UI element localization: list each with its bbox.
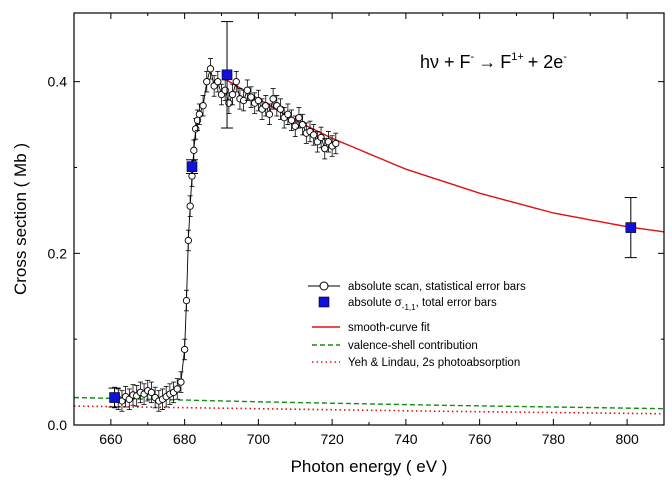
plot-frame (73, 12, 665, 426)
legend-label-absolute: absolute σ-1,1, total error bars (348, 297, 497, 312)
scan-point (310, 131, 318, 139)
scan-point (195, 110, 204, 118)
scan-point (276, 105, 285, 113)
scan-point (284, 110, 292, 118)
scan-layer (110, 58, 340, 412)
annotation-sup2: 1+ (511, 51, 524, 63)
scan-point (247, 93, 255, 101)
scan-point (269, 95, 277, 103)
legend-item-fit: smooth-curve fit (312, 322, 431, 334)
legend-marker-square (318, 296, 330, 308)
legend: absolute scan, statistical error bars ab… (308, 281, 526, 369)
scan-point (203, 78, 211, 86)
x-tick-label: 660 (99, 431, 123, 447)
x-tick-label: 800 (615, 431, 639, 447)
y-tick-label: 0.0 (48, 417, 68, 433)
scan-point (243, 86, 251, 94)
x-tick-label: 720 (320, 431, 344, 447)
x-tick-label: 680 (173, 431, 197, 447)
y-tick-label: 0.4 (48, 74, 68, 90)
legend-label-absolute-sub: -1,1 (402, 303, 416, 312)
scan-point (180, 345, 189, 354)
scan-point (177, 378, 185, 386)
legend-item-valence: valence-shell contribution (312, 340, 478, 352)
scan-point (321, 144, 329, 153)
squares-layer (108, 21, 637, 408)
scan-point (287, 116, 296, 124)
scan-point (184, 236, 192, 245)
annotation-sup1: - (471, 51, 475, 63)
scan-point (298, 120, 307, 129)
scan-point (190, 146, 198, 154)
absolute-point (221, 69, 233, 81)
annotation-mid: F (500, 52, 511, 72)
scan-point (206, 65, 215, 73)
legend-label-absolute-rest: , total error bars (416, 297, 497, 309)
scan-point (254, 96, 263, 105)
x-tick-label: 700 (247, 431, 271, 447)
scan-point (182, 296, 191, 305)
scan-point (265, 110, 274, 118)
scan-point (186, 202, 194, 210)
legend-item-absolute: absolute σ-1,1, total error bars (318, 296, 497, 312)
reaction-annotation: hν + F- → F1+ + 2e- (420, 51, 567, 72)
x-tick-label: 740 (394, 431, 418, 447)
scan-point (291, 122, 299, 130)
scan-point (262, 102, 270, 110)
legend-label-yeh: Yeh & Lindau, 2s photoabsorption (348, 357, 520, 369)
annotation-sup3: - (563, 51, 567, 63)
smooth-curve-fit-line (224, 78, 665, 233)
legend-label-scan: absolute scan, statistical error bars (348, 281, 526, 293)
annotation-lead: hν + F (420, 52, 471, 72)
scan-point (332, 139, 340, 148)
annotation-arrow: → (478, 52, 496, 72)
annotation-tail: + 2e (528, 52, 564, 72)
legend-item-scan: absolute scan, statistical error bars (308, 281, 526, 293)
absolute-point (186, 161, 198, 172)
x-axis-title: Photon energy ( eV ) (291, 457, 448, 476)
absolute-point (625, 222, 637, 233)
scan-point (147, 388, 156, 397)
absolute-point (109, 392, 120, 403)
x-tick-label: 760 (468, 431, 492, 447)
scan-point (173, 385, 181, 393)
scan-point (214, 78, 222, 86)
scan-point (232, 78, 240, 86)
legend-label-absolute-main: absolute σ (348, 297, 402, 309)
x-tick-label: 780 (542, 431, 566, 447)
legend-item-yeh: Yeh & Lindau, 2s photoabsorption (312, 357, 520, 369)
y-axis-title: Cross section ( Mb ) (11, 143, 30, 295)
scan-point (317, 133, 325, 142)
legend-marker-circle (319, 281, 329, 291)
legend-label-fit: smooth-curve fit (348, 322, 431, 334)
y-tick-label: 0.2 (48, 245, 68, 261)
scan-point (199, 102, 207, 110)
scan-point (295, 114, 303, 122)
legend-label-valence: valence-shell contribution (348, 340, 478, 352)
axes-layer: 660 680 700 720 740 760 780 800 0.0 0.2 0.4 (48, 13, 665, 447)
scan-point (228, 90, 237, 99)
